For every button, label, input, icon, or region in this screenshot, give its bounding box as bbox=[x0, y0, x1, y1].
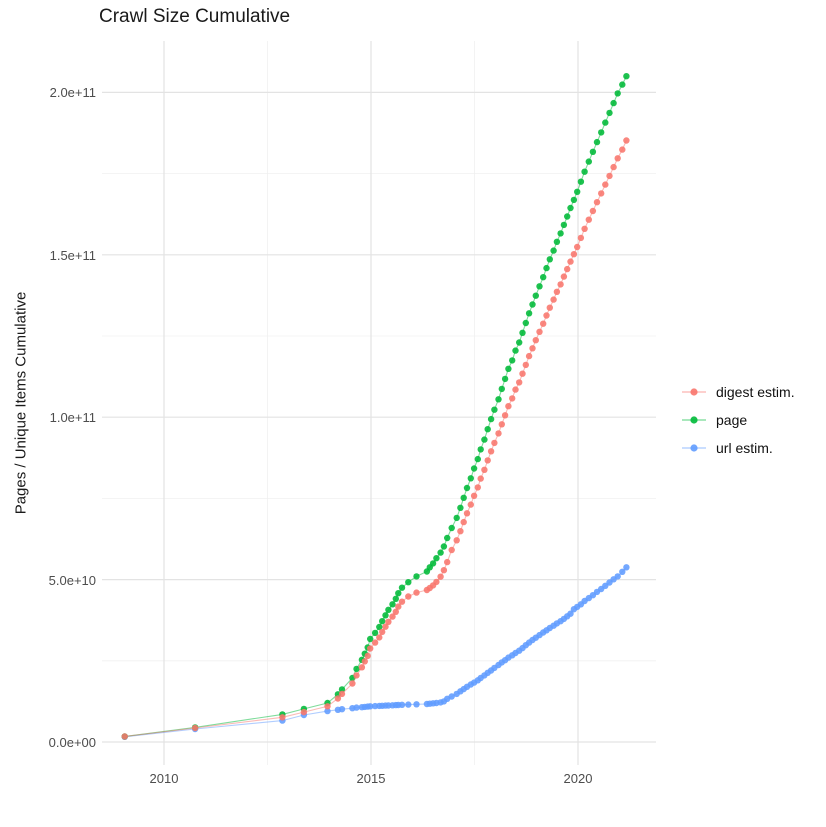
x-tick-label-0: 2010 bbox=[149, 771, 179, 786]
legend-label-digest-estim: digest estim. bbox=[716, 384, 795, 400]
series-page bbox=[121, 73, 630, 740]
y-axis-title: Pages / Unique Items Cumulative bbox=[12, 291, 30, 515]
y-tick-label-0: 0.0e+00 bbox=[48, 735, 96, 750]
legend-item-url-estim: url estim. bbox=[681, 434, 795, 462]
y-tick-label-2: 1.0e+11 bbox=[49, 410, 96, 426]
chart-title: Crawl Size Cumulative bbox=[99, 6, 291, 27]
series-digest-estim bbox=[121, 137, 630, 740]
legend: digest estim. page url estim. bbox=[681, 378, 795, 462]
legend-label-page: page bbox=[716, 412, 748, 428]
x-tick-label-1: 2015 bbox=[356, 771, 386, 786]
gridlines bbox=[102, 41, 656, 765]
series-url-estim bbox=[121, 564, 630, 740]
y-tick-label-1: 5.0e+10 bbox=[48, 572, 96, 588]
legend-label-url-estim: url estim. bbox=[716, 440, 773, 456]
y-tick-label-3: 1.5e+11 bbox=[49, 247, 96, 263]
legend-marker-url-estim-icon bbox=[681, 441, 707, 455]
legend-marker-digest-estim-icon bbox=[681, 385, 707, 399]
legend-marker-page-icon bbox=[681, 413, 707, 427]
y-tick-label-4: 2.0e+11 bbox=[49, 85, 96, 101]
x-tick-label-2: 2020 bbox=[563, 771, 593, 786]
legend-item-page: page bbox=[681, 406, 795, 434]
legend-item-digest-estim: digest estim. bbox=[681, 378, 795, 406]
